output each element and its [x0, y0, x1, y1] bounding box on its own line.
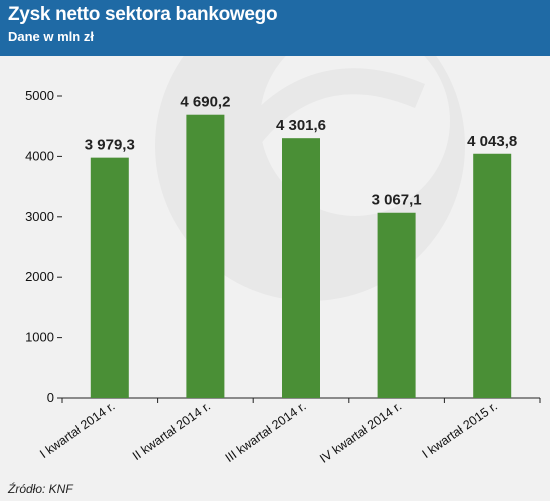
bar	[377, 212, 416, 398]
x-tick-label: I kwartał 2015 r.	[420, 399, 500, 461]
x-tick-label: IV kwartał 2014 r.	[317, 399, 404, 466]
y-tick-label: 0	[47, 390, 54, 405]
bar	[90, 157, 129, 398]
chart-title: Zysk netto sektora bankowego	[8, 4, 278, 25]
x-tick-label: I kwartał 2014 r.	[37, 399, 117, 461]
bar	[473, 153, 512, 398]
y-tick-label: 1000	[25, 330, 54, 345]
data-label: 4 301,6	[276, 117, 326, 134]
header-bar: Zysk netto sektora bankowego Dane w mln …	[0, 0, 550, 56]
bar	[282, 138, 320, 398]
x-tick-label: III kwartał 2014 r.	[223, 399, 309, 465]
data-label: 3 067,1	[372, 192, 422, 209]
y-tick-label: 4000	[25, 148, 54, 163]
bar-chart: 0 1000 2000 3000 4000 5000 3 979,3 I kwartał 2…	[25, 56, 541, 466]
data-label: 4 043,8	[467, 133, 517, 150]
x-tick-label: II kwartał 2014 r.	[130, 399, 213, 463]
source-note: Źródło: KNF	[8, 482, 73, 496]
chart-subtitle: Dane w mln zł	[8, 29, 94, 44]
y-tick-label: 5000	[25, 88, 54, 103]
y-tick-label: 2000	[25, 269, 54, 284]
bar	[186, 114, 225, 399]
data-label: 4 690,2	[180, 94, 230, 111]
data-label: 3 979,3	[85, 137, 135, 154]
y-tick-label: 3000	[25, 209, 54, 224]
